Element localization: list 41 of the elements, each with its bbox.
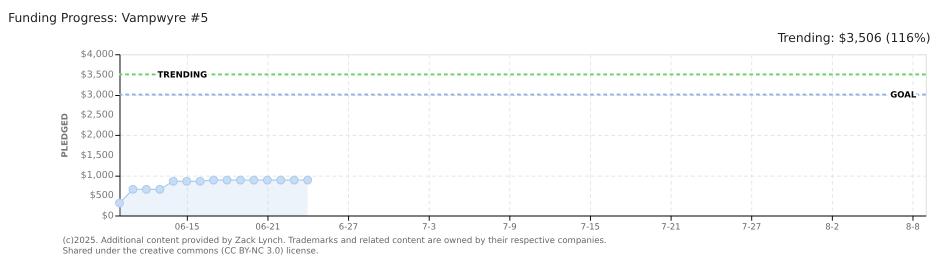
point bbox=[142, 184, 151, 194]
ref-line-label: GOAL bbox=[890, 90, 917, 100]
point bbox=[236, 176, 245, 184]
y-tick-label: $4,000 bbox=[80, 49, 114, 60]
y-tick-label: $1,500 bbox=[80, 150, 114, 161]
point bbox=[249, 176, 258, 184]
y-tick-label: $3,500 bbox=[80, 69, 114, 80]
x-tick-label: 06-21 bbox=[255, 222, 280, 232]
x-tick-label: 8-2 bbox=[825, 222, 840, 232]
point bbox=[276, 176, 286, 184]
ref-line-label: TRENDING bbox=[157, 70, 208, 80]
x-tick-label: 7-3 bbox=[422, 222, 436, 232]
y-tick-label: $500 bbox=[90, 190, 114, 202]
point bbox=[262, 176, 272, 184]
point bbox=[115, 198, 124, 208]
point bbox=[209, 176, 218, 184]
x-tick-label: 7-15 bbox=[580, 222, 600, 232]
point bbox=[182, 176, 192, 186]
x-tick-label: 7-21 bbox=[661, 222, 681, 232]
x-tick-label: 6-27 bbox=[338, 222, 358, 232]
chart-subtitle: Trending: $3,506 (116%) bbox=[776, 30, 931, 45]
point bbox=[290, 176, 299, 184]
x-tick-label: 7-9 bbox=[502, 222, 517, 232]
x-tick-label: 7-27 bbox=[742, 222, 762, 232]
text: Shared under the creative commons (CC BY-NC 3.0) license. bbox=[62, 246, 319, 256]
point bbox=[155, 184, 164, 194]
y-tick-label: $2,000 bbox=[80, 130, 114, 141]
point bbox=[168, 176, 178, 186]
y-tick-label: $3,000 bbox=[80, 89, 114, 100]
y-tick-label: $1,000 bbox=[80, 170, 114, 182]
chart-title: Funding Progress: Vampwyre #5 bbox=[8, 11, 208, 26]
x-tick-label: 8-8 bbox=[906, 222, 920, 232]
y-axis-title: PLEDGED bbox=[60, 113, 70, 158]
point bbox=[303, 176, 312, 184]
point bbox=[196, 176, 205, 186]
x-tick-label: 06-15 bbox=[174, 222, 200, 232]
point bbox=[128, 184, 138, 194]
text: (c)2025. Additional content provided by Zack Lynch. Trademarks and related content are owned by their respective companies. bbox=[62, 236, 607, 246]
y-tick-label: $2,500 bbox=[80, 110, 114, 121]
point bbox=[222, 176, 232, 184]
y-tick-label: $0 bbox=[102, 210, 114, 222]
